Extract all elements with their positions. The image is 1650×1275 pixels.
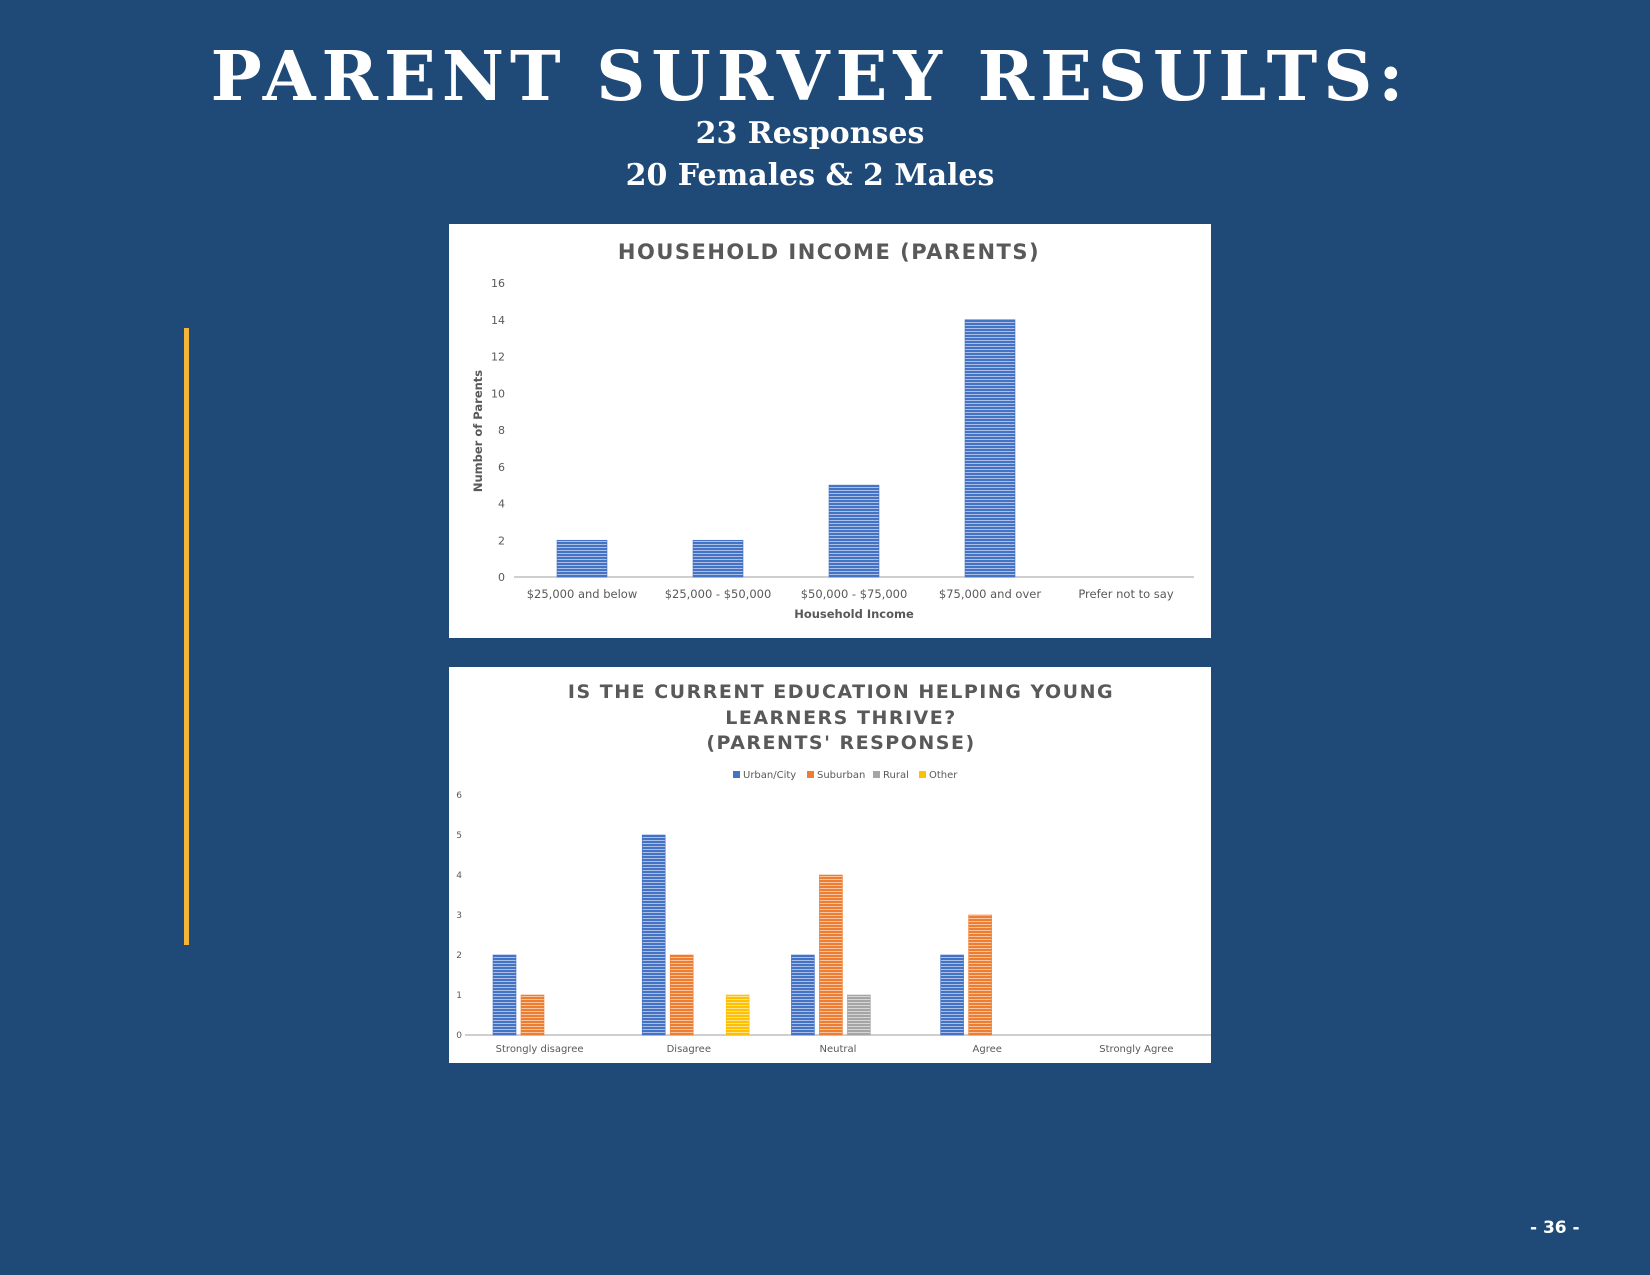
chart-title: HOUSEHOLD INCOME (PARENTS)	[618, 240, 1040, 264]
household-income-chart-svg: HOUSEHOLD INCOME (PARENTS) 0 2 4 6 8 10 12 14 16 $…	[471, 240, 1194, 621]
legend-label: Urban/City	[743, 770, 796, 781]
y-tick-label: 0	[498, 571, 505, 584]
y-tick-label: 0	[456, 1031, 462, 1041]
bar	[828, 484, 880, 578]
bar	[492, 954, 517, 1036]
y-tick-label: 5	[456, 831, 462, 841]
chart-title-line: (PARENTS' RESPONSE)	[706, 732, 975, 754]
chart-title-line: LEARNERS THRIVE?	[725, 707, 957, 729]
y-tick-label: 14	[491, 314, 505, 327]
bar	[641, 834, 666, 1036]
bar	[725, 994, 750, 1036]
bar	[964, 319, 1016, 578]
y-tick-label: 16	[491, 277, 505, 290]
y-tick-label: 2	[456, 951, 462, 961]
legend-swatch	[873, 771, 880, 778]
education-chart: IS THE CURRENT EDUCATION HELPING YOUNG LE…	[449, 667, 1211, 1063]
legend-swatch	[919, 771, 926, 778]
y-tick-label: 1	[456, 991, 462, 1001]
subtitle-responses: 23 Responses	[695, 116, 925, 151]
bar	[669, 954, 694, 1036]
legend-swatch	[807, 771, 814, 778]
accent-bar	[184, 328, 189, 945]
y-tick-label: 10	[491, 387, 505, 400]
page-title: PARENT SURVEY RESULTS:	[210, 37, 1410, 117]
x-tick-label: $50,000 - $75,000	[801, 587, 908, 601]
bar	[847, 994, 871, 1036]
y-tick-label: 3	[456, 911, 462, 921]
x-tick-label: $25,000 and below	[527, 587, 638, 601]
bar	[556, 539, 608, 578]
page-number: - 36 -	[1530, 1218, 1580, 1238]
chart-title-line: IS THE CURRENT EDUCATION HELPING YOUNG	[568, 681, 1114, 703]
x-tick-label: Strongly Agree	[1099, 1044, 1173, 1055]
subtitle-gender: 20 Females & 2 Males	[625, 158, 995, 193]
x-tick-label: $75,000 and over	[939, 587, 1041, 601]
x-tick-label: Neutral	[820, 1044, 857, 1055]
bar	[692, 539, 744, 578]
y-tick-label: 4	[498, 498, 505, 511]
household-income-chart: HOUSEHOLD INCOME (PARENTS) 0 2 4 6 8 10 12 14 16 $…	[449, 224, 1211, 638]
y-tick-label: 4	[456, 871, 462, 881]
x-tick-label: Prefer not to say	[1078, 587, 1174, 601]
x-tick-label: $25,000 - $50,000	[665, 587, 772, 601]
y-tick-label: 12	[491, 351, 505, 364]
legend-label: Rural	[883, 770, 909, 781]
x-tick-label: Disagree	[667, 1044, 711, 1055]
bar	[819, 874, 843, 1036]
y-tick-label: 8	[498, 424, 505, 437]
x-tick-label: Agree	[973, 1044, 1002, 1055]
legend-swatch	[733, 771, 740, 778]
x-tick-label: Strongly disagree	[496, 1044, 584, 1055]
legend-label: Suburban	[817, 770, 865, 781]
bar	[968, 914, 992, 1036]
y-tick-label: 6	[456, 791, 462, 801]
education-chart-svg: IS THE CURRENT EDUCATION HELPING YOUNG LE…	[456, 681, 1211, 1055]
bar	[520, 994, 545, 1036]
y-tick-label: 6	[498, 461, 505, 474]
bar	[791, 954, 815, 1036]
x-axis-label: Household Income	[794, 607, 914, 621]
y-tick-label: 2	[498, 534, 505, 547]
legend-label: Other	[929, 770, 958, 781]
bar	[940, 954, 964, 1036]
y-axis-label: Number of Parents	[471, 370, 485, 492]
